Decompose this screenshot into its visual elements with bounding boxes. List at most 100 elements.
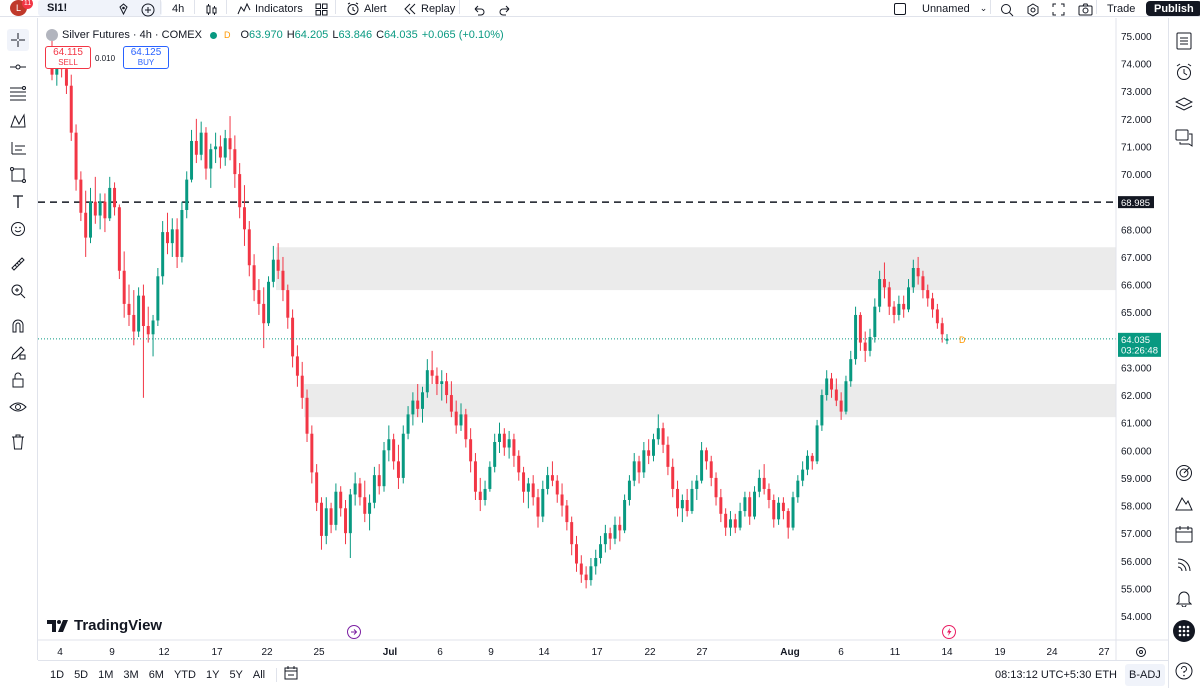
axis-settings-icon[interactable] [1135, 645, 1147, 663]
zoom-tool[interactable] [7, 280, 29, 302]
fib-tool[interactable] [7, 83, 29, 105]
chart-type-button[interactable] [198, 1, 224, 18]
layout-button[interactable]: Unnamed ⌄ [888, 0, 993, 17]
trade-button[interactable]: Trade [1101, 0, 1141, 17]
candle-body [825, 378, 829, 396]
interval-button[interactable]: 4h [166, 0, 190, 17]
y-tick-label: 73.000 [1121, 87, 1152, 98]
target-icon [1176, 465, 1192, 481]
buy-button[interactable]: 64.125 BUY [123, 46, 169, 69]
dividends-event-icon[interactable] [347, 625, 361, 639]
candle-body [579, 563, 583, 575]
range-1m[interactable]: 1M [98, 668, 114, 681]
candle [291, 309, 295, 368]
replay-button[interactable]: Replay [397, 0, 461, 17]
range-1d[interactable]: 1D [50, 668, 65, 681]
candle [469, 428, 473, 473]
undo-button[interactable] [466, 1, 492, 18]
products-button[interactable] [1172, 619, 1196, 643]
candle [185, 171, 189, 219]
redo-button[interactable] [492, 1, 518, 18]
publish-button[interactable]: Publish [1146, 1, 1200, 16]
watchlist-button[interactable] [1172, 29, 1196, 53]
divider [226, 0, 227, 14]
candle-body [406, 414, 410, 434]
symbol-search-button[interactable]: SI1! [38, 0, 162, 16]
magnet-tool[interactable] [7, 315, 29, 337]
alert-button[interactable]: Alert [340, 0, 393, 17]
divider [335, 0, 336, 14]
text-tool[interactable] [7, 191, 29, 213]
quick-search-button[interactable] [994, 1, 1020, 18]
object-tree-button[interactable] [1172, 93, 1196, 117]
watch-icon[interactable] [111, 1, 136, 18]
chats-button[interactable] [1172, 126, 1196, 150]
notifications-button[interactable] [1172, 586, 1196, 610]
templates-button[interactable] [309, 1, 334, 18]
candle [574, 535, 578, 572]
tradingview-logo[interactable]: TradingView [47, 617, 162, 634]
candle [363, 480, 367, 523]
candle-body [858, 314, 862, 343]
indicators-button[interactable]: Indicators [231, 0, 309, 17]
trend-line-tool[interactable] [7, 56, 29, 78]
emoji-tool[interactable] [7, 218, 29, 240]
draw-mode-tool[interactable] [7, 342, 29, 364]
candle [671, 458, 675, 498]
lock-drawings-tool[interactable] [7, 369, 29, 391]
calendar-button[interactable] [1172, 522, 1196, 546]
ideas-button[interactable] [1172, 491, 1196, 515]
range-5y[interactable]: 5Y [229, 668, 243, 681]
forecast-tool[interactable] [7, 137, 29, 159]
candle [406, 406, 410, 440]
range-6m[interactable]: 6M [148, 668, 164, 681]
candle-body [271, 259, 275, 282]
measure-tool[interactable] [7, 253, 29, 275]
candle [194, 118, 198, 164]
hide-drawings-tool[interactable] [7, 396, 29, 418]
ruler-icon [11, 257, 25, 271]
settings-button[interactable] [1020, 1, 1046, 18]
fullscreen-button[interactable] [1046, 1, 1071, 18]
adjustment-button[interactable]: B-ADJ [1125, 664, 1165, 686]
sell-label: SELL [58, 58, 78, 67]
pattern-tool[interactable] [7, 110, 29, 132]
candle-body [199, 132, 203, 155]
range-all[interactable]: All [252, 668, 266, 681]
range-1y[interactable]: 1Y [205, 668, 220, 681]
candle-body [574, 544, 578, 564]
candle [396, 444, 400, 489]
range-ytd[interactable]: YTD [173, 668, 196, 681]
sell-button[interactable]: 64.115 SELL [45, 46, 91, 69]
remove-drawings-tool[interactable] [7, 431, 29, 453]
news-button[interactable] [1172, 553, 1196, 577]
candle-body [911, 268, 915, 288]
snapshot-button[interactable] [1072, 1, 1099, 18]
goto-date-button[interactable] [284, 666, 298, 683]
candle [690, 480, 694, 514]
candle-body [921, 276, 925, 291]
alerts-button[interactable] [1172, 60, 1196, 84]
crosshair-tool[interactable] [7, 29, 29, 51]
candle [228, 116, 232, 161]
candle-body [488, 466, 492, 489]
candle-body [656, 428, 660, 440]
shapes-tool[interactable] [7, 164, 29, 186]
candle [74, 124, 78, 191]
candle-body [223, 138, 227, 158]
compare-symbol-button[interactable] [135, 1, 161, 18]
help-button[interactable] [1172, 659, 1196, 683]
candle [863, 331, 867, 362]
spread-value: 0.010 [95, 54, 116, 63]
y-tick-label: 54.000 [1121, 612, 1152, 623]
range-3m[interactable]: 3M [123, 668, 139, 681]
candle [546, 466, 550, 495]
hotlists-button[interactable] [1172, 461, 1196, 485]
clock-timezone[interactable]: 08:13:12 UTC+5:30 [995, 669, 1092, 681]
price-chart[interactable]: D 75.000 74.000 73.000 72.000 71.000 70.000 6 9… [38, 18, 1168, 660]
session-button[interactable]: ETH [1095, 669, 1117, 681]
lightning-event-icon[interactable] [942, 625, 956, 639]
candle [98, 193, 102, 230]
x-tick-label: Jul [383, 647, 398, 658]
range-5d[interactable]: 5D [74, 668, 89, 681]
